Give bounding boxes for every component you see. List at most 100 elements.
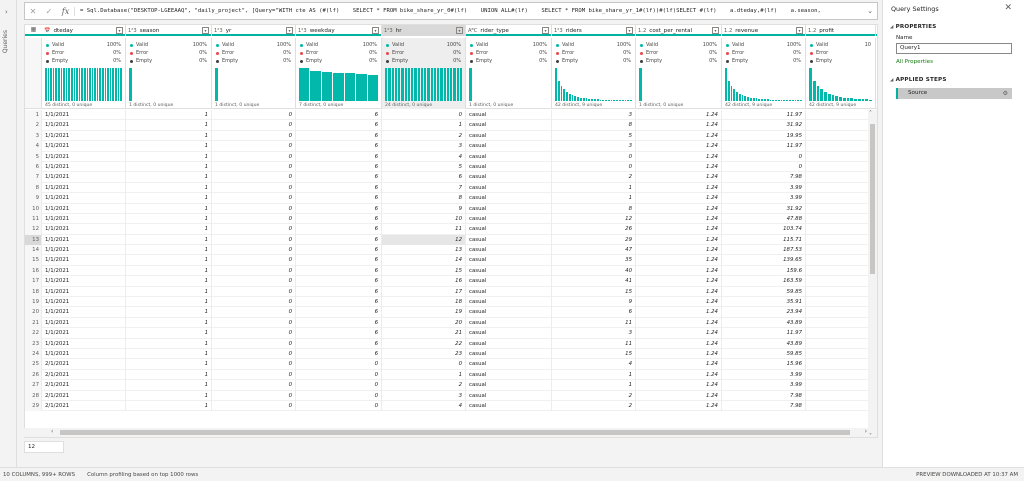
table-cell[interactable]: 0 — [552, 161, 636, 173]
distribution-bar[interactable] — [96, 68, 99, 101]
distribution-bar[interactable] — [827, 93, 831, 101]
table-cell[interactable]: casual — [466, 172, 552, 183]
table-cell[interactable]: 1.24 — [636, 255, 722, 266]
table-cell[interactable]: 1.24 — [636, 245, 722, 256]
table-cell[interactable]: 1 — [126, 265, 212, 277]
distribution-bar[interactable] — [420, 68, 423, 101]
column-header-profit[interactable]: 1.2 profit — [806, 25, 876, 36]
table-cell[interactable]: casual — [466, 224, 552, 235]
distribution-bar[interactable] — [68, 68, 70, 101]
table-cell[interactable]: 15 — [552, 348, 636, 360]
table-cell[interactable]: 1 — [126, 120, 212, 131]
distribution-bar[interactable] — [115, 68, 117, 101]
distribution-bar[interactable] — [57, 68, 60, 101]
distribution-bar[interactable] — [433, 68, 436, 101]
table-cell[interactable]: casual — [466, 400, 552, 412]
table-cell[interactable]: casual — [466, 338, 552, 349]
table-cell[interactable]: 1 — [382, 369, 466, 381]
distribution-bar[interactable] — [83, 68, 86, 101]
distribution-bar[interactable] — [766, 99, 769, 101]
table-row[interactable]: 3 1/1/2021 1 0 6 2 casual 5 1.24 19.95 — [25, 130, 877, 142]
table-cell[interactable]: 1 — [126, 182, 212, 194]
table-cell[interactable]: 4 — [382, 400, 466, 412]
distribution-bar[interactable] — [560, 86, 563, 101]
type-icon[interactable]: 1²3 — [384, 27, 393, 34]
table-cell[interactable]: casual — [466, 161, 552, 173]
table-cell[interactable]: 6 — [296, 141, 382, 152]
table-row[interactable]: 25 2/1/2021 1 0 0 0 casual 4 1.24 15.96 — [25, 359, 877, 370]
table-cell[interactable]: 0 — [212, 348, 296, 360]
table-row[interactable]: 2 1/1/2021 1 0 6 1 casual 8 1.24 31.92 — [25, 120, 877, 131]
distribution-bar[interactable] — [763, 99, 766, 101]
scroll-left-icon[interactable]: ‹ — [51, 428, 54, 435]
distribution-bar[interactable] — [401, 68, 404, 101]
table-cell[interactable]: 7.98 — [722, 400, 806, 412]
distribution-bar[interactable] — [616, 100, 618, 101]
table-cell[interactable]: 1 — [552, 380, 636, 391]
value-distribution-chart[interactable] — [299, 68, 378, 101]
table-cell[interactable]: 0 — [296, 380, 382, 391]
filter-dropdown-icon[interactable]: ▾ — [372, 27, 379, 34]
distribution-bar[interactable] — [831, 95, 835, 101]
distribution-bar[interactable] — [854, 98, 857, 101]
distribution-bar[interactable] — [333, 72, 344, 101]
distribution-bar[interactable] — [747, 97, 750, 101]
table-menu-icon[interactable]: ▦ — [30, 26, 37, 33]
table-cell[interactable]: 1.24 — [636, 338, 722, 349]
distribution-bar[interactable] — [456, 68, 459, 101]
table-cell[interactable]: 1/1/2021 — [42, 307, 126, 318]
distribution-bar[interactable] — [772, 99, 775, 101]
table-cell[interactable]: 15.96 — [722, 359, 806, 370]
table-cell[interactable]: 1.24 — [636, 203, 722, 214]
table-cell[interactable]: 1/1/2021 — [42, 328, 126, 339]
distribution-bar[interactable] — [459, 68, 462, 101]
table-cell[interactable]: 3.99 — [722, 369, 806, 381]
table-cell[interactable]: 1/1/2021 — [42, 130, 126, 142]
table-cell[interactable]: 0 — [552, 151, 636, 162]
table-cell[interactable]: 0 — [212, 380, 296, 391]
table-cell[interactable]: 1 — [126, 224, 212, 235]
table-cell[interactable]: 1.24 — [636, 161, 722, 173]
table-cell[interactable]: 7.98 — [722, 390, 806, 401]
table-cell[interactable]: 15 — [552, 286, 636, 298]
distribution-bar[interactable] — [70, 68, 73, 101]
table-cell[interactable]: 1/1/2021 — [42, 348, 126, 360]
distribution-bar[interactable] — [791, 100, 794, 101]
distribution-bar[interactable] — [750, 97, 752, 101]
table-row[interactable]: 20 1/1/2021 1 0 6 19 casual 6 1.24 23.94 — [25, 307, 877, 318]
queries-rail[interactable]: › Queries — [0, 0, 17, 467]
table-cell[interactable]: 1.24 — [636, 120, 722, 131]
table-cell[interactable]: 7 — [382, 182, 466, 194]
table-cell[interactable]: 0 — [296, 400, 382, 412]
table-cell[interactable]: 1.24 — [636, 307, 722, 318]
table-cell[interactable]: 8 — [552, 203, 636, 214]
table-cell[interactable]: 0 — [212, 276, 296, 287]
table-cell[interactable]: 1 — [126, 151, 212, 162]
all-properties-link[interactable]: All Properties — [896, 59, 933, 65]
table-cell[interactable]: 3.99 — [722, 193, 806, 204]
table-cell[interactable]: 1.24 — [636, 234, 722, 246]
table-cell[interactable]: 1/1/2021 — [42, 203, 126, 214]
table-cell[interactable]: casual — [466, 130, 552, 142]
distribution-bar[interactable] — [618, 100, 621, 101]
distribution-bar[interactable] — [733, 89, 736, 101]
distribution-bar[interactable] — [47, 68, 50, 101]
distribution-bar[interactable] — [65, 68, 68, 101]
value-distribution-chart[interactable] — [809, 68, 873, 101]
distribution-bar[interactable] — [443, 68, 446, 101]
table-cell[interactable]: 0 — [212, 338, 296, 349]
table-cell[interactable]: 1.24 — [636, 265, 722, 277]
table-row[interactable]: 7 1/1/2021 1 0 6 6 casual 2 1.24 7.98 — [25, 172, 877, 183]
table-cell[interactable]: 1.24 — [636, 151, 722, 162]
table-cell[interactable]: 1 — [126, 276, 212, 287]
table-cell[interactable]: casual — [466, 390, 552, 401]
table-cell[interactable]: 6 — [296, 120, 382, 131]
table-cell[interactable]: 4 — [382, 151, 466, 162]
table-cell[interactable]: 47.88 — [722, 213, 806, 225]
filter-dropdown-icon[interactable]: ▾ — [626, 27, 633, 34]
table-cell[interactable]: 41 — [552, 276, 636, 287]
table-cell[interactable]: casual — [466, 359, 552, 370]
distribution-bar[interactable] — [775, 100, 777, 101]
column-header-dteday[interactable]: 📅 dteday ▾ — [42, 25, 126, 36]
table-cell[interactable]: 19 — [382, 307, 466, 318]
